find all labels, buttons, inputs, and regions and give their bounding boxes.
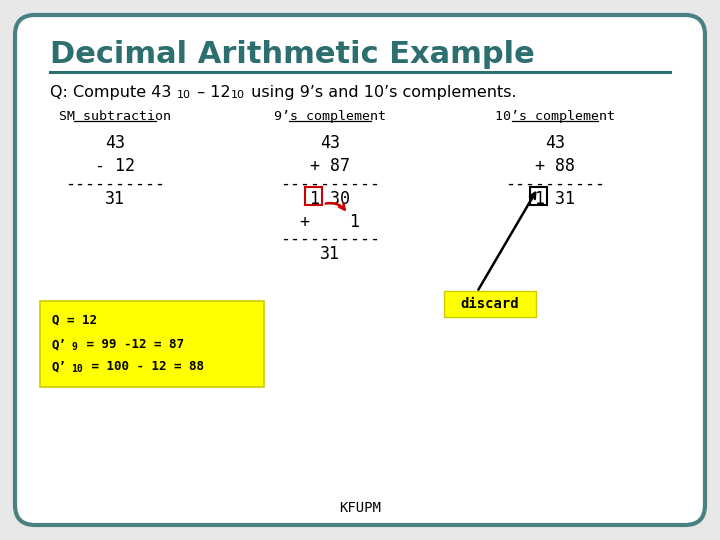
Text: ----------: ----------: [65, 175, 165, 193]
Text: 31: 31: [105, 190, 125, 208]
Text: 31: 31: [320, 245, 340, 263]
FancyBboxPatch shape: [444, 291, 536, 317]
Text: using 9’s and 10’s complements.: using 9’s and 10’s complements.: [246, 85, 517, 100]
Text: 43: 43: [545, 134, 565, 152]
Text: KFUPM: KFUPM: [339, 501, 381, 515]
Text: = 100 - 12 = 88: = 100 - 12 = 88: [84, 360, 204, 373]
Text: 1 31: 1 31: [535, 190, 575, 208]
Text: 9’s complement: 9’s complement: [274, 110, 386, 123]
Text: - 12: - 12: [95, 157, 135, 175]
Text: +    1: + 1: [300, 213, 360, 231]
Text: discard: discard: [461, 297, 519, 311]
Text: – 12: – 12: [192, 85, 230, 100]
Text: 10: 10: [231, 90, 245, 100]
FancyBboxPatch shape: [15, 15, 705, 525]
Text: 43: 43: [105, 134, 125, 152]
Text: 9: 9: [71, 342, 77, 352]
Text: 10’s complement: 10’s complement: [495, 110, 615, 123]
Text: Q’: Q’: [52, 338, 67, 351]
Text: Q’: Q’: [52, 360, 67, 373]
Text: 1 30: 1 30: [310, 190, 350, 208]
Text: Decimal Arithmetic Example: Decimal Arithmetic Example: [50, 40, 535, 69]
Text: 43: 43: [320, 134, 340, 152]
Text: + 87: + 87: [310, 157, 350, 175]
Text: 10: 10: [71, 364, 83, 374]
Text: Q = 12: Q = 12: [52, 313, 97, 326]
Text: Q: Compute 43: Q: Compute 43: [50, 85, 171, 100]
Text: + 88: + 88: [535, 157, 575, 175]
Text: = 99 -12 = 87: = 99 -12 = 87: [79, 338, 184, 351]
Text: ----------: ----------: [280, 230, 380, 248]
Text: SM subtraction: SM subtraction: [59, 110, 171, 123]
Text: 10: 10: [177, 90, 191, 100]
Text: ----------: ----------: [280, 175, 380, 193]
FancyBboxPatch shape: [40, 301, 264, 387]
Text: ----------: ----------: [505, 175, 605, 193]
